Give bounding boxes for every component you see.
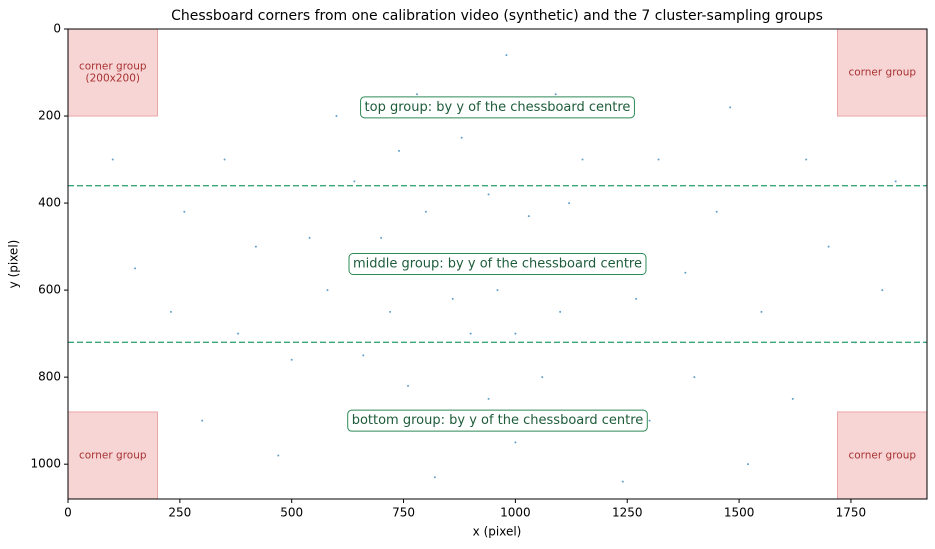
- point: [881, 289, 884, 292]
- point: [460, 136, 463, 139]
- corner-region: [67, 28, 158, 117]
- point: [407, 384, 410, 387]
- point: [635, 297, 638, 300]
- point: [505, 54, 508, 57]
- x-tick-label: 250: [168, 506, 191, 520]
- point: [827, 245, 830, 248]
- y-tick-label: 0: [53, 22, 61, 36]
- point: [648, 419, 651, 422]
- point: [389, 310, 392, 313]
- point: [201, 419, 204, 422]
- point: [308, 236, 311, 239]
- point: [237, 332, 240, 335]
- point: [894, 180, 897, 183]
- region-label: corner group: [79, 61, 147, 73]
- point: [729, 106, 732, 109]
- point: [223, 158, 226, 161]
- x-tick-label: 1750: [836, 506, 867, 520]
- point: [514, 441, 517, 444]
- point: [362, 354, 365, 357]
- point: [111, 158, 114, 161]
- y-axis-label: y (pixel): [7, 240, 21, 289]
- x-axis-label: x (pixel): [473, 525, 522, 539]
- annotation-box: [360, 96, 635, 119]
- point: [433, 476, 436, 479]
- point: [747, 463, 750, 466]
- point: [134, 267, 137, 270]
- point: [183, 210, 186, 213]
- point: [415, 93, 418, 96]
- region-label: corner group: [848, 67, 916, 79]
- point: [487, 397, 490, 400]
- chart-title: Chessboard corners from one calibration …: [171, 8, 823, 24]
- point: [326, 289, 329, 292]
- point: [581, 158, 584, 161]
- x-tick-label: 1000: [500, 506, 531, 520]
- point: [559, 310, 562, 313]
- y-tick-label: 600: [38, 283, 61, 297]
- y-tick-label: 800: [38, 370, 61, 384]
- point: [169, 310, 172, 313]
- point: [693, 376, 696, 379]
- point: [496, 289, 499, 292]
- point: [424, 210, 427, 213]
- x-tick-label: 0: [64, 506, 72, 520]
- point: [657, 158, 660, 161]
- y-tick-label: 200: [38, 109, 61, 123]
- point: [380, 236, 383, 239]
- annotation-box: [347, 409, 648, 432]
- point: [398, 149, 401, 152]
- region-label: corner group: [848, 449, 916, 461]
- point: [541, 376, 544, 379]
- x-tick-label: 750: [392, 506, 415, 520]
- point: [451, 297, 454, 300]
- annotation-text: top group: by y of the chessboard centre: [365, 100, 631, 115]
- point: [684, 271, 687, 274]
- point: [791, 397, 794, 400]
- point: [760, 310, 763, 313]
- annotation-text: bottom group: by y of the chessboard cen…: [352, 413, 644, 428]
- point: [487, 193, 490, 196]
- region-label: corner group: [79, 449, 147, 461]
- point: [805, 158, 808, 161]
- corner-region: [837, 411, 928, 500]
- point: [514, 332, 517, 335]
- point: [469, 332, 472, 335]
- point: [554, 93, 557, 96]
- point: [568, 202, 571, 205]
- x-tick-label: 1500: [724, 506, 755, 520]
- point: [277, 454, 280, 457]
- point: [715, 210, 718, 213]
- corner-region: [837, 28, 928, 117]
- point: [290, 358, 293, 361]
- point: [527, 215, 530, 218]
- x-tick-label: 1250: [612, 506, 643, 520]
- annotation-text: middle group: by y of the chessboard cen…: [353, 257, 642, 272]
- y-tick-label: 1000: [30, 457, 61, 471]
- point: [353, 180, 356, 183]
- annotation-box: [348, 253, 647, 275]
- point: [621, 480, 624, 483]
- y-tick-label: 400: [38, 196, 61, 210]
- point: [335, 115, 338, 118]
- plot-frame: [67, 28, 928, 500]
- region-label: (200x200): [85, 73, 140, 85]
- point: [254, 245, 257, 248]
- x-tick-label: 500: [280, 506, 303, 520]
- corner-region: [67, 411, 158, 500]
